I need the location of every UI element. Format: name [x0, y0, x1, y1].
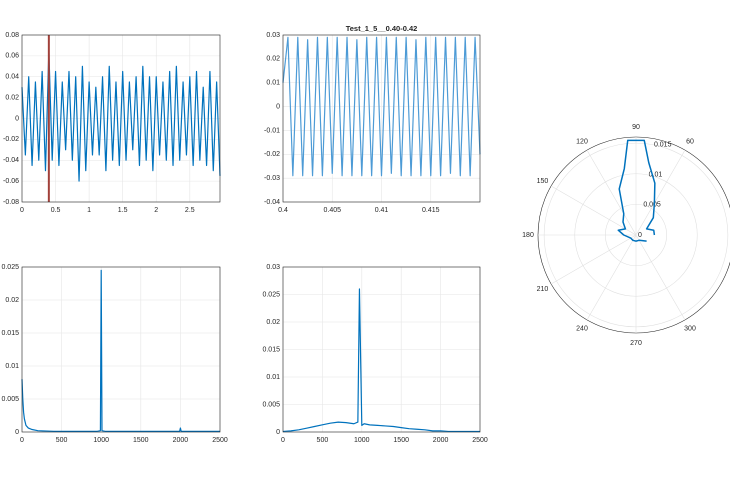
y-tick-label: -0.06: [3, 178, 19, 185]
grid-circle: [574, 173, 698, 297]
x-tick-label: 2.5: [185, 207, 195, 214]
theta-tick-label: 60: [686, 138, 694, 145]
y-tick-label: 0.025: [1, 264, 19, 271]
x-tick-label: 1: [87, 207, 91, 214]
axes-frame: [21, 266, 221, 433]
grid-circle: [543, 142, 729, 328]
y-tick-label: 0.03: [266, 32, 280, 39]
y-tick-label: -0.04: [3, 157, 19, 164]
grid-circle: [605, 204, 667, 266]
y-tick-label: 0.005: [262, 401, 280, 408]
x-tick-label: 1500: [393, 437, 409, 444]
r-tick-label: 0.01: [649, 172, 663, 179]
y-tick-label: -0.02: [264, 151, 280, 158]
data-line: [617, 139, 656, 242]
y-tick-label: -0.08: [3, 199, 19, 206]
axes-frame: [21, 34, 221, 203]
y-tick-label: 0.01: [5, 363, 19, 370]
x-tick-label: 0.405: [323, 207, 341, 214]
grid-line: [586, 234, 637, 321]
chart-title: Test_1_5__0.40-0.42: [346, 24, 418, 33]
y-tick-label: 0: [276, 429, 280, 436]
r-tick-label: 0.005: [643, 202, 661, 209]
r-tick-label: 0: [638, 232, 642, 239]
y-tick-label: -0.04: [264, 199, 280, 206]
y-tick-label: 0: [15, 429, 19, 436]
x-tick-label: 2500: [212, 437, 228, 444]
y-tick-label: -0.03: [264, 175, 280, 182]
x-tick-label: 0.5: [51, 207, 61, 214]
y-tick-label: 0.02: [5, 297, 19, 304]
y-tick-label: -0.02: [3, 136, 19, 143]
y-tick-label: 0.025: [262, 291, 280, 298]
x-tick-label: 2: [154, 207, 158, 214]
grid-line: [550, 185, 637, 236]
data-line: [21, 50, 221, 182]
grid-line: [550, 234, 637, 285]
axes-frame: [282, 266, 481, 433]
axes-frame: [282, 34, 481, 203]
y-tick-label: 0.02: [266, 56, 280, 63]
x-tick-label: 0: [20, 207, 24, 214]
theta-tick-label: 240: [576, 325, 588, 332]
x-tick-label: 1000: [93, 437, 109, 444]
y-tick-label: 0.03: [266, 264, 280, 271]
x-tick-label: 500: [56, 437, 68, 444]
x-tick-label: 0: [20, 437, 24, 444]
y-tick-label: 0.01: [266, 374, 280, 381]
y-tick-label: 0.005: [1, 396, 19, 403]
x-tick-label: 500: [317, 437, 329, 444]
theta-tick-label: 300: [684, 325, 696, 332]
data-line: [21, 269, 220, 432]
theta-tick-label: 150: [537, 178, 549, 185]
axes-background: [22, 267, 220, 432]
y-tick-label: 0.015: [262, 346, 280, 353]
x-tick-label: 0: [281, 437, 285, 444]
x-tick-label: 1500: [133, 437, 149, 444]
data-line: [282, 36, 481, 177]
grid-line: [635, 234, 686, 321]
x-tick-label: 1.5: [118, 207, 128, 214]
y-tick-label: 0.08: [5, 32, 19, 39]
x-tick-label: 0.4: [278, 207, 288, 214]
y-tick-label: 0: [15, 115, 19, 122]
theta-tick-label: 270: [630, 340, 642, 347]
x-tick-label: 0.415: [422, 207, 440, 214]
grid-line: [586, 149, 637, 236]
grid-line: [635, 149, 686, 236]
theta-tick-label: 210: [537, 286, 549, 293]
x-tick-label: 2500: [472, 437, 488, 444]
y-tick-label: 0.02: [5, 94, 19, 101]
x-tick-label: 2000: [173, 437, 189, 444]
theta-tick-label: 120: [576, 138, 588, 145]
y-tick-label: 0.02: [266, 319, 280, 326]
theta-tick-label: 90: [632, 124, 640, 131]
y-tick-label: -0.01: [264, 127, 280, 134]
x-tick-label: 1000: [354, 437, 370, 444]
x-tick-label: 2000: [433, 437, 449, 444]
y-tick-label: 0.06: [5, 53, 19, 60]
data-line: [282, 288, 480, 433]
y-tick-label: 0.04: [5, 74, 19, 81]
x-tick-label: 0.41: [375, 207, 389, 214]
r-tick-label: 0.015: [654, 141, 672, 148]
y-tick-label: 0.015: [1, 330, 19, 337]
y-tick-label: 0: [276, 103, 280, 110]
y-tick-label: 0.01: [266, 80, 280, 87]
theta-tick-label: 180: [522, 232, 534, 239]
